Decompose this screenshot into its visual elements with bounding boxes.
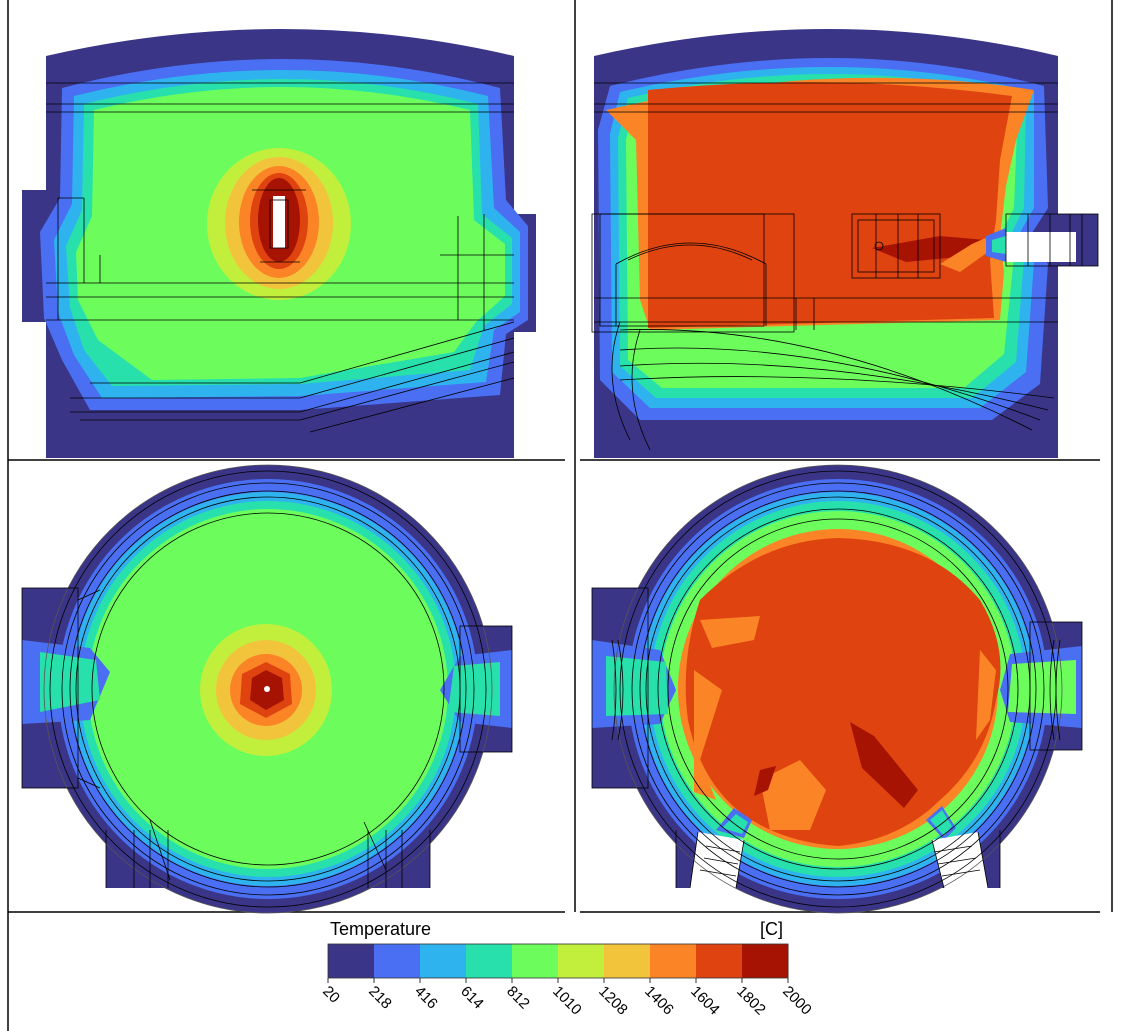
- legend-color-step: [374, 944, 421, 978]
- legend-tick-label: 218: [365, 983, 395, 1013]
- panel-side-lateral: [591, 29, 1099, 458]
- legend-tick-label: 1604: [687, 983, 723, 1019]
- legend-color-step: [558, 944, 605, 978]
- legend-color-step: [650, 944, 697, 978]
- legend-color-step: [742, 944, 789, 978]
- panel-side-central: [22, 29, 536, 458]
- geometry-lines: [21, 464, 513, 914]
- legend-tick-label: 1802: [733, 983, 769, 1019]
- legend-tick-label: 614: [457, 983, 487, 1013]
- legend-tick-label: 2000: [779, 983, 815, 1019]
- legend-unit: [C]: [760, 919, 784, 939]
- legend-color-step: [604, 944, 651, 978]
- legend-color-step: [466, 944, 513, 978]
- legend-tick-label: 812: [503, 983, 533, 1013]
- legend-colorbar: [327, 943, 789, 979]
- legend-tick-label: 1010: [549, 983, 585, 1019]
- legend-tick-label: 1208: [595, 983, 631, 1019]
- legend-color-step: [512, 944, 559, 978]
- legend-tick-labels: 20 218 416 614 812 1010 1208 1406 1604 1802 2000: [319, 978, 815, 1018]
- legend-title: Temperature: [330, 919, 432, 939]
- legend-tick-label: 1406: [641, 983, 677, 1019]
- panel-top-lateral: [591, 464, 1083, 914]
- legend-color-step: [420, 944, 467, 978]
- legend-color-step: [696, 944, 743, 978]
- legend-tick-label: 20: [319, 983, 343, 1007]
- panel-top-central: [21, 464, 513, 914]
- legend-tick-label: 416: [411, 983, 441, 1013]
- legend-color-step: [328, 944, 375, 978]
